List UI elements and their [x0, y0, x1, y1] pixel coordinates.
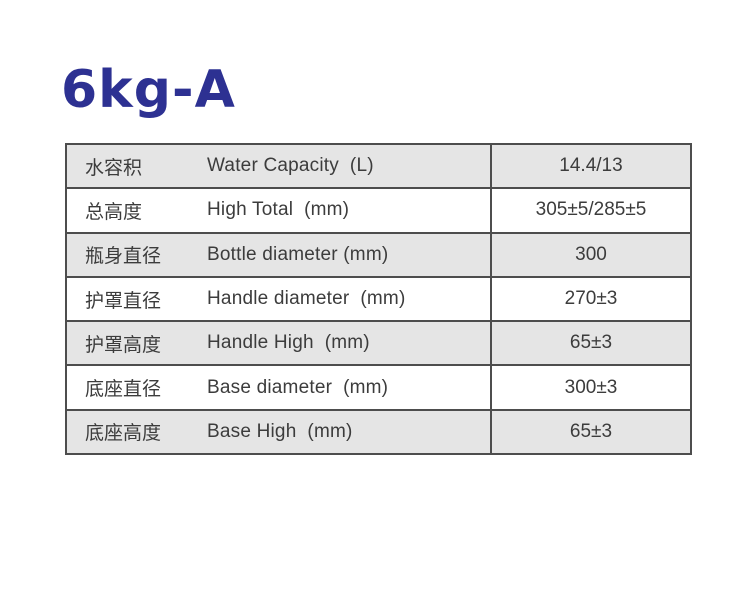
spec-label-cell: 水容积 Water Capacity (L): [67, 145, 492, 188]
spec-label-cn: 水容积: [85, 157, 143, 179]
table-row-bottle-diameter: 瓶身直径 Bottle diameter (mm) 300: [67, 233, 690, 278]
spec-value: 14.4/13: [559, 155, 623, 177]
spec-value: 305±5/285±5: [535, 199, 647, 221]
spec-label-en: Handle diameter (mm): [207, 288, 406, 310]
table-row-handle-high: 护罩高度 Handle High (mm) 65±3: [67, 322, 690, 367]
spec-label-cell: 护罩高度 Handle High (mm): [67, 322, 492, 365]
spec-label-cell: 底座高度 Base High (mm): [67, 410, 492, 454]
spec-value-cell: 270±3: [492, 278, 690, 320]
spec-label-cell: 瓶身直径 Bottle diameter (mm): [67, 233, 492, 276]
table-row-base-high: 底座高度 Base High (mm) 65±3: [67, 410, 690, 454]
spec-label-cn: 底座直径: [85, 379, 162, 401]
spec-label-cell: 护罩直径 Handle diameter (mm): [67, 277, 492, 321]
table-row-handle-diameter: 护罩直径 Handle diameter (mm) 270±3: [67, 277, 690, 323]
spec-label-en: Water Capacity (L): [207, 155, 374, 177]
spec-value: 270±3: [564, 288, 618, 310]
spec-value-cell: 65±3: [492, 411, 690, 453]
spec-value-cell: 14.4/13: [492, 145, 690, 187]
spec-label-en: Bottle diameter (mm): [207, 243, 389, 265]
spec-label-en: Base High (mm): [207, 420, 353, 442]
spec-label-cell: 底座直径 Base diameter (mm): [67, 366, 492, 409]
spec-value: 65±3: [569, 420, 613, 442]
spec-value-cell: 305±5/285±5: [492, 189, 690, 231]
spec-value-cell: 65±3: [492, 322, 690, 364]
spec-value-cell: 300: [492, 234, 690, 276]
table-row-water-capacity: 水容积 Water Capacity (L) 14.4/13: [67, 145, 690, 190]
page-title: 6kg-A: [61, 60, 236, 120]
spec-table: 水容积 Water Capacity (L) 14.4/13 总高度 High …: [65, 143, 692, 456]
spec-label-en: High Total (mm): [207, 199, 350, 221]
spec-value: 300±3: [564, 376, 618, 398]
spec-value: 65±3: [569, 332, 613, 354]
spec-label-cell: 总高度 High Total (mm): [67, 189, 492, 232]
spec-label-cn: 总高度: [85, 201, 143, 223]
table-row-high-total: 总高度 High Total (mm) 305±5/285±5: [67, 189, 690, 234]
spec-value-cell: 300±3: [492, 366, 690, 408]
spec-label-en: Handle High (mm): [207, 332, 370, 354]
table-row-base-diameter: 底座直径 Base diameter (mm) 300±3: [67, 366, 690, 411]
spec-label-cn: 护罩高度: [85, 334, 162, 356]
spec-label-en: Base diameter (mm): [207, 376, 389, 398]
spec-label-cn: 底座高度: [85, 423, 162, 445]
spec-label-cn: 瓶身直径: [85, 246, 162, 268]
spec-value: 300: [575, 243, 607, 265]
spec-label-cn: 护罩直径: [85, 290, 162, 312]
